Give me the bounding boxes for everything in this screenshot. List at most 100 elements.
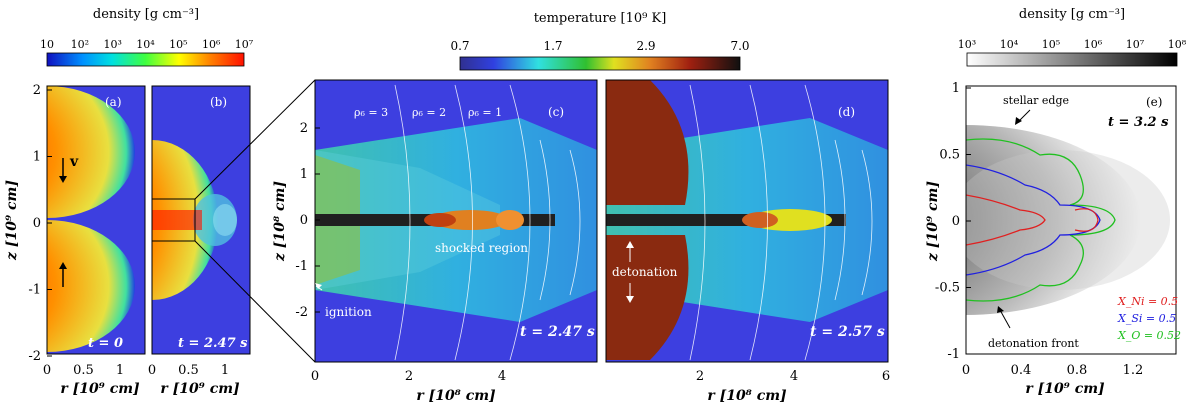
colorbar-right-tick: 10⁶ [1084, 38, 1103, 51]
panel-d-time: t = 2.57 s [810, 324, 885, 340]
x-axis-label-e: r [10⁹ cm] [1025, 381, 1105, 397]
colorbar-left-tick: 10⁵ [169, 38, 187, 51]
colorbar-middle: temperature [10⁹ K] 0.7 1.7 2.9 7.0 [450, 11, 750, 71]
y-axis-label-ab: z [10⁹ cm] [4, 180, 20, 261]
colorbar-right-tick: 10⁵ [1042, 38, 1060, 51]
legend-entry-e: X_Ni = 0.5 [1117, 295, 1178, 308]
y-tick-label-ab: -1 [28, 283, 41, 298]
x-tick-label-b: 0 [148, 363, 156, 378]
detonation-label: detonation [612, 265, 678, 279]
y-axis-label-e: z [10⁹ cm] [925, 181, 941, 262]
panel-a-label: (a) [105, 95, 122, 109]
colorbar-right-tick: 10⁷ [1126, 38, 1145, 51]
colorbar-left-tick: 10⁷ [235, 38, 254, 51]
panel-b-time: t = 2.47 s [178, 336, 248, 351]
colorbar-left-tick: 10⁶ [202, 38, 221, 51]
star-lower [47, 220, 135, 352]
y-tick-label-c: -2 [295, 305, 308, 320]
x-tick-label-a: 1 [116, 363, 124, 378]
x-axis-label-c: r [10⁸ cm] [416, 388, 496, 404]
colorbar-middle-tick: 0.7 [450, 39, 469, 53]
legend-e: X_Ni = 0.5 X_Si = 0.5 X_O = 0.52 [1117, 295, 1181, 342]
colorbar-left: density [g cm⁻³] 10 10² 10³ 10⁴ 10⁵ 10⁶ 10⁷ [40, 7, 254, 67]
contour-silicon [966, 164, 1101, 276]
shocked-region-label: shocked region [435, 241, 528, 255]
colorbar-left-tick: 10³ [103, 38, 121, 51]
panel-c-time: t = 2.47 s [520, 324, 595, 340]
x-tick-label-e: 0.4 [1011, 363, 1032, 378]
y-tick-label-e: -0.5 [935, 281, 960, 296]
x-tick-label-b: 0.5 [178, 363, 199, 378]
colorbar-left-tick: 10 [40, 38, 54, 51]
ignition-label: ignition [325, 305, 372, 319]
colorbar-left-gradient [46, 52, 245, 67]
y-tick-label-ab: 1 [33, 150, 41, 165]
y-tick-label-c: 1 [300, 167, 308, 182]
rho-label-2: ρ₆ = 2 [412, 106, 446, 119]
x-tick-label-d: 6 [882, 369, 890, 384]
legend-entry-e: X_O = 0.52 [1117, 329, 1181, 342]
panel-d-label: (d) [838, 105, 855, 119]
colorbar-right-tick: 10⁴ [1000, 38, 1019, 51]
star-upper [47, 86, 135, 218]
contour-oxygen [966, 138, 1116, 302]
x-tick-label-d: 4 [790, 369, 798, 384]
y-tick-label-c: 2 [300, 121, 308, 136]
stellar-edge-label: stellar edge [1003, 94, 1069, 107]
panel-a-time: t = 0 [88, 336, 123, 351]
colorbar-middle-gradient [459, 56, 741, 71]
panel-d: (d) detonation t = 2.57 s [605, 79, 889, 363]
x-tick-label-e: 0 [962, 363, 970, 378]
colorbar-left-tick: 10² [71, 38, 89, 51]
y-tick-label-ab: -2 [28, 349, 41, 364]
panel-e-time: t = 3.2 s [1108, 115, 1169, 130]
colorbar-right: density [g cm⁻³] 10³ 10⁴ 10⁵ 10⁶ 10⁷ 10⁸ [958, 7, 1187, 67]
y-axis-label-c: z [10⁸ cm] [272, 181, 288, 262]
contour-nickel [966, 194, 1046, 246]
y-tick-label-e: 0.5 [939, 148, 960, 163]
x-tick-label-b: 1 [221, 363, 229, 378]
y-tick-label-e: -1 [947, 347, 960, 362]
y-tick-label-c: -1 [295, 259, 308, 274]
y-tick-label-e: 0 [952, 214, 960, 229]
detonation-front-label: detonation front [988, 337, 1079, 350]
y-tick-label-c: 0 [300, 213, 308, 228]
colorbar-middle-tick: 7.0 [730, 39, 749, 53]
colorbar-middle-tick: 2.9 [636, 39, 655, 53]
axes-e: 10.50-0.5-10 0.4 0.8 1.2r [10⁹ cm]z [10⁹ cm… [925, 81, 1143, 397]
colorbar-right-tick: 10³ [958, 38, 976, 51]
x-tick-label-d: 2 [696, 369, 704, 384]
rho-label-1: ρ₆ = 1 [468, 106, 502, 119]
panel-c-label: (c) [548, 105, 564, 119]
y-tick-label-ab: 2 [33, 83, 41, 98]
colorbar-middle-title: temperature [10⁹ K] [534, 11, 667, 26]
x-tick-label-a: 0 [43, 363, 51, 378]
x-tick-label-c: 2 [405, 369, 413, 384]
colorbar-left-tick: 10⁴ [136, 38, 155, 51]
colorbar-middle-tick: 1.7 [543, 39, 562, 53]
rho-label-3: ρ₆ = 3 [354, 106, 388, 119]
x-axis-label-d: r [10⁸ cm] [707, 388, 787, 404]
x-tick-label-c: 4 [498, 369, 506, 384]
legend-entry-e: X_Si = 0.5 [1117, 312, 1176, 325]
x-tick-label-a: 0.5 [73, 363, 94, 378]
x-tick-label-c: 0 [311, 369, 319, 384]
panel-b-label: (b) [210, 95, 227, 109]
velocity-label: v [69, 154, 79, 170]
axes-cd: 2 1 0 -1 -2 0 2 4 2 4 6 r [10⁸ cm] r [10⁸ cm] z [10⁸ … [272, 121, 890, 404]
colorbar-right-tick: 10⁸ [1168, 38, 1187, 51]
axes-ab: 210-1-20 0.5 1 0 0.5 1r [10⁹ cm] r [10⁹ cm]z [… [4, 83, 240, 397]
panel-e-label: (e) [1146, 95, 1162, 109]
x-axis-label-a: r [10⁹ cm] [60, 381, 140, 397]
zoom-line-bottom [194, 240, 316, 363]
panel-a: v (a) t = 0 [46, 85, 146, 355]
y-tick-label-e: 1 [952, 81, 960, 96]
colorbar-right-gradient [966, 52, 1178, 67]
panel-b: (b) t = 2.47 s [151, 85, 251, 355]
panel-c: ρ₆ = 3 ρ₆ = 2 ρ₆ = 1 (c) shocked region … [314, 79, 598, 363]
panel-e: (e) stellar edge t = 3.2 s detonation fr… [965, 85, 1181, 355]
detonation-upper [606, 80, 689, 205]
y-tick-label-ab: 0 [33, 216, 41, 231]
colorbar-right-title: density [g cm⁻³] [1019, 7, 1125, 22]
